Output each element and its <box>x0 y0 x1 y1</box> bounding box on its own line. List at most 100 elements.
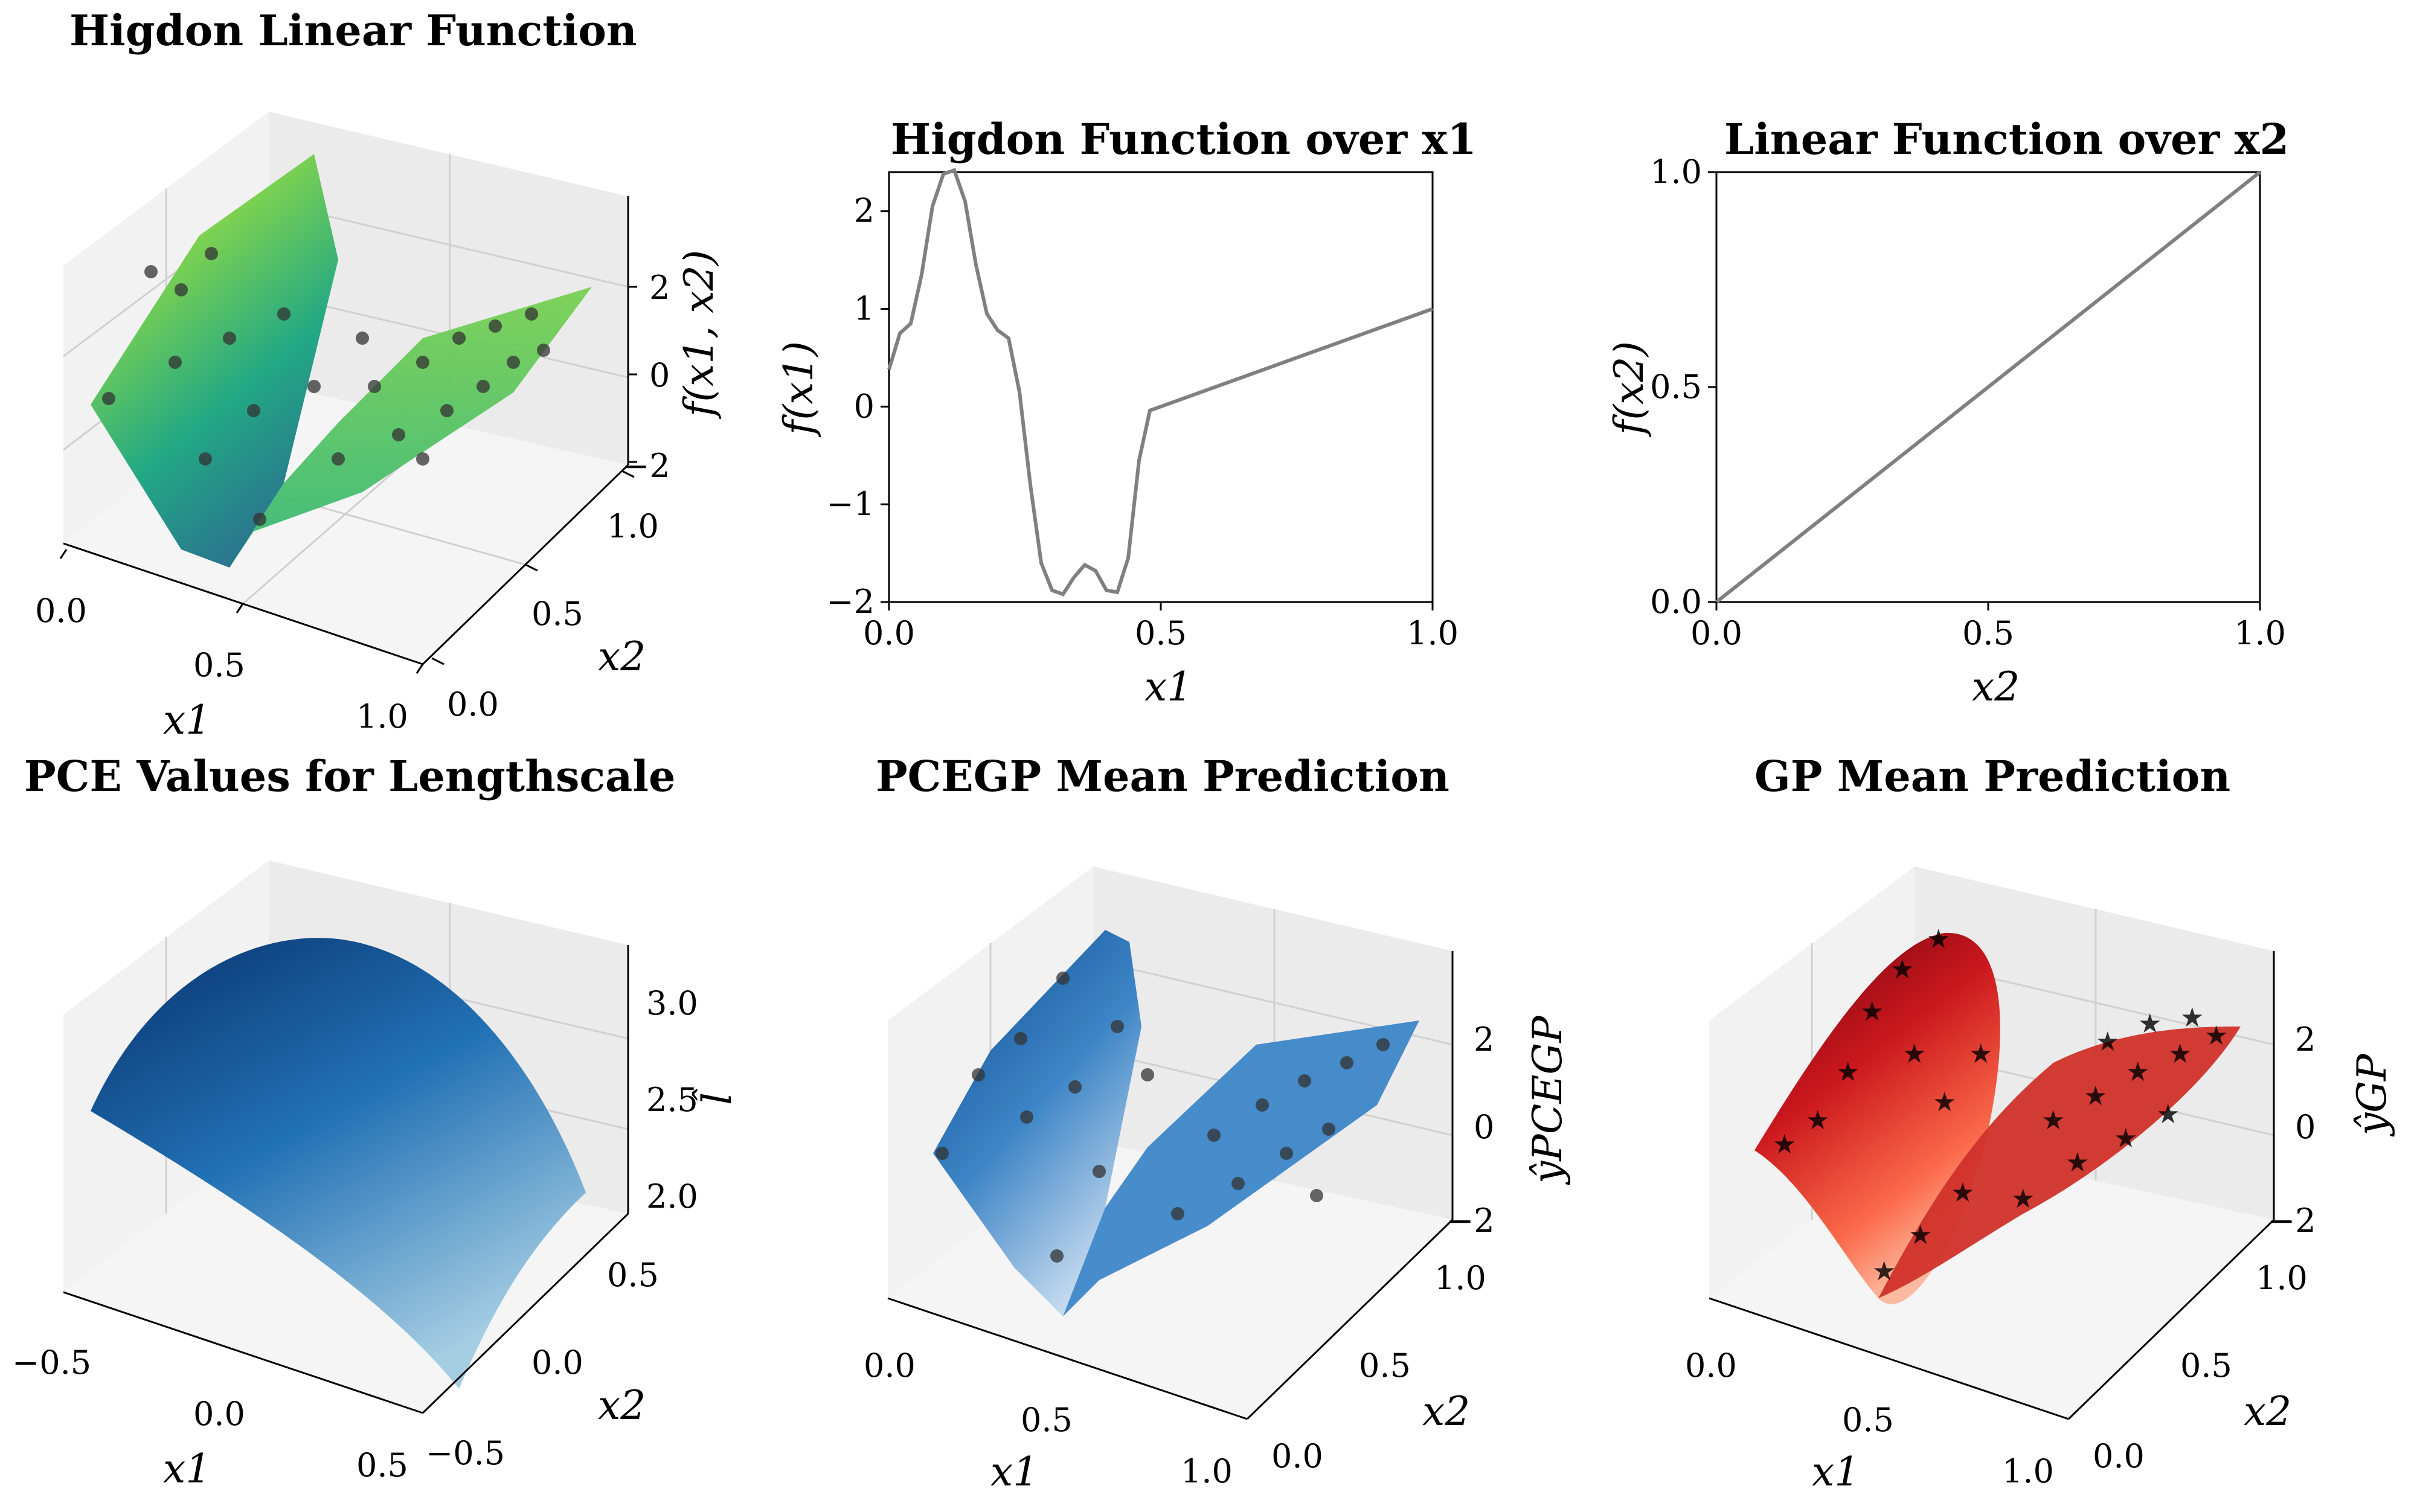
x-axis-label: x1 <box>1812 1449 1860 1495</box>
surface-right-plane <box>1878 1027 2241 1298</box>
x-tick-0: −0.5 <box>12 1344 91 1382</box>
svg-text:★: ★ <box>1860 996 1884 1027</box>
y-tick-label: −1 <box>826 485 875 523</box>
y-tick-label: 2 <box>854 192 875 230</box>
series-line <box>1715 170 2261 604</box>
y-tick-label: −2 <box>826 583 875 621</box>
y-tick-0: 0.0 <box>1271 1437 1323 1475</box>
surface-right-plane <box>1063 1020 1419 1316</box>
z-tick-1: 2.5 <box>646 1081 698 1119</box>
sample-points <box>102 247 550 526</box>
z-tick-1: 0 <box>2295 1108 2316 1146</box>
svg-text:★: ★ <box>1902 1039 1926 1069</box>
x-axis-label: x1 <box>1144 664 1192 710</box>
x-tick-1: 0.5 <box>1021 1401 1073 1439</box>
z-tick-2: 3.0 <box>646 984 698 1022</box>
y-axis-label: x2 <box>2244 1388 2291 1435</box>
x-tick-2: 1.0 <box>2002 1452 2054 1490</box>
sample-points: ★★★ ★★★ ★★★ ★★★ ★★★ ★★★ ★★★ ★★ ★ <box>1773 924 2228 1287</box>
svg-text:★: ★ <box>2180 1002 2204 1033</box>
svg-text:★: ★ <box>2204 1020 2228 1051</box>
svg-text:★: ★ <box>1836 1057 1860 1088</box>
svg-text:★: ★ <box>1890 954 1914 985</box>
svg-text:★: ★ <box>1969 1039 1992 1069</box>
svg-text:★: ★ <box>1933 1087 1956 1118</box>
x-tick-1: 0.0 <box>193 1395 245 1433</box>
panel-linear-x2: Linear Function over x2 0.0 0.5 1.0 0.0 0.5 1… <box>1606 114 2289 710</box>
surface-right-plane <box>230 287 592 568</box>
panel-higdon-linear-3d: Higdon Linear Function <box>35 5 722 743</box>
svg-text:★: ★ <box>2138 1008 2162 1039</box>
axis-ticks: 0.0 0.5 1.0 0.0 0.5 1.0 <box>1650 153 2286 652</box>
axis-lines <box>63 945 629 1414</box>
chart-title: Linear Function over x2 <box>1724 114 2289 164</box>
x-tick-2: 0.5 <box>356 1446 408 1484</box>
z-tick-0: −2 <box>2268 1202 2316 1240</box>
x-axis-label: x1 <box>163 697 211 743</box>
axis-lines <box>1709 951 2275 1420</box>
y-tick-2: 1.0 <box>2256 1259 2308 1297</box>
svg-text:★: ★ <box>2156 1099 2180 1130</box>
z-tick-0: −2 <box>1446 1202 1495 1240</box>
svg-text:★: ★ <box>2114 1123 2137 1154</box>
axis-lines <box>887 951 1454 1420</box>
svg-text:★: ★ <box>1927 924 1950 955</box>
panel-gp-mean-3d: GP Mean Prediction ★★★ ★★★ ★★★ ★★★ ★★★ ★… <box>1685 751 2395 1495</box>
y-tick-label: 0.0 <box>1650 583 1702 621</box>
z-tick-2: 2 <box>2295 1020 2316 1059</box>
back-pane-right <box>269 112 628 465</box>
z-axis-label: l̂ <box>693 1089 740 1105</box>
x-tick-1: 0.5 <box>193 646 245 684</box>
z-axis-label: f(x1, x2) <box>676 250 722 420</box>
surface <box>91 938 586 1389</box>
y-tick-label: 0 <box>854 387 875 425</box>
chart-title: GP Mean Prediction <box>1754 751 2230 801</box>
x-tick-label: 0.0 <box>1690 614 1742 652</box>
x-axis-label: x2 <box>1972 664 2020 710</box>
x-tick-label: 0.5 <box>1135 614 1187 652</box>
y-axis-label: x2 <box>1422 1388 1470 1435</box>
svg-text:★: ★ <box>2084 1081 2107 1112</box>
y-tick-1: 0.5 <box>2180 1347 2232 1385</box>
y-tick-2: 1.0 <box>607 507 659 545</box>
x-tick-label: 0.0 <box>863 614 915 652</box>
z-tick-0: −2 <box>622 447 670 485</box>
y-tick-label: 1 <box>854 290 875 328</box>
z-axis-label: ŷPCEGP <box>1524 1015 1571 1185</box>
svg-text:★: ★ <box>2096 1027 2119 1057</box>
series-line <box>887 167 1434 597</box>
svg-text:★: ★ <box>2041 1105 2065 1136</box>
x-axis-label: x1 <box>990 1449 1038 1495</box>
sample-points <box>936 972 1390 1263</box>
x-tick-1: 0.5 <box>1842 1401 1894 1439</box>
svg-text:★: ★ <box>1773 1129 1796 1160</box>
svg-text:★: ★ <box>1951 1177 1974 1208</box>
axis-ticks: 0.0 0.5 1.0 −2 −1 0 1 2 <box>826 192 1459 652</box>
y-tick-1: 0.5 <box>1359 1347 1411 1385</box>
svg-text:★: ★ <box>1806 1105 1829 1136</box>
y-tick-2: 0.5 <box>607 1256 659 1294</box>
x-tick-2: 1.0 <box>356 697 408 735</box>
x-tick-2: 1.0 <box>1181 1452 1233 1490</box>
svg-text:★: ★ <box>2066 1147 2089 1178</box>
z-tick-2: 2 <box>1474 1020 1494 1059</box>
y-tick-1: 0.5 <box>531 595 583 633</box>
x-tick-0: 0.0 <box>864 1347 916 1385</box>
chart-title: PCE Values for Lengthscale <box>24 751 676 801</box>
x-tick-0: 0.0 <box>1685 1347 1737 1385</box>
z-tick-0: 2.0 <box>646 1177 698 1216</box>
x-tick-0: 0.0 <box>35 592 87 630</box>
y-axis-label: x2 <box>598 1382 646 1429</box>
surface-left-ridge <box>91 154 338 568</box>
z-tick-1: 0 <box>1474 1108 1494 1146</box>
y-tick-0: 0.0 <box>2093 1437 2145 1475</box>
y-tick-label: 0.5 <box>1650 368 1702 406</box>
z-tick-1: 0 <box>649 356 670 394</box>
tick-marks <box>59 286 637 674</box>
plot-area <box>888 171 1434 603</box>
y-axis-label: f(x2) <box>1606 341 1652 438</box>
svg-text:★: ★ <box>2168 1039 2192 1069</box>
z-tick-2: 2 <box>649 269 670 307</box>
svg-text:★: ★ <box>1908 1220 1932 1251</box>
